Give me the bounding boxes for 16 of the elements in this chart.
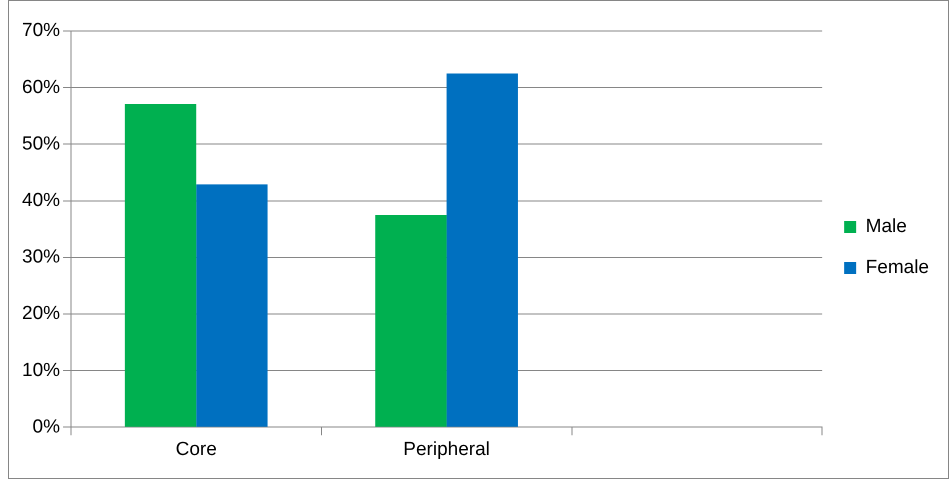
bar [375, 214, 447, 427]
y-tick-label: 60% [22, 76, 60, 98]
bar [196, 184, 268, 427]
bar [446, 73, 518, 427]
bar [124, 104, 196, 427]
legend-label: Female [866, 257, 930, 278]
y-tick-label: 30% [22, 246, 60, 268]
y-tick-label: 10% [22, 360, 60, 381]
y-tick-label: 0% [32, 416, 60, 438]
y-tick-label: 70% [22, 20, 60, 42]
x-tick-label: Core [176, 438, 217, 460]
x-tick-label: Peripheral [403, 438, 490, 460]
y-tick-label: 40% [22, 190, 60, 212]
y-tick-label: 20% [22, 303, 60, 324]
y-tick-label: 50% [22, 133, 60, 154]
legend-label: Male [866, 216, 907, 238]
